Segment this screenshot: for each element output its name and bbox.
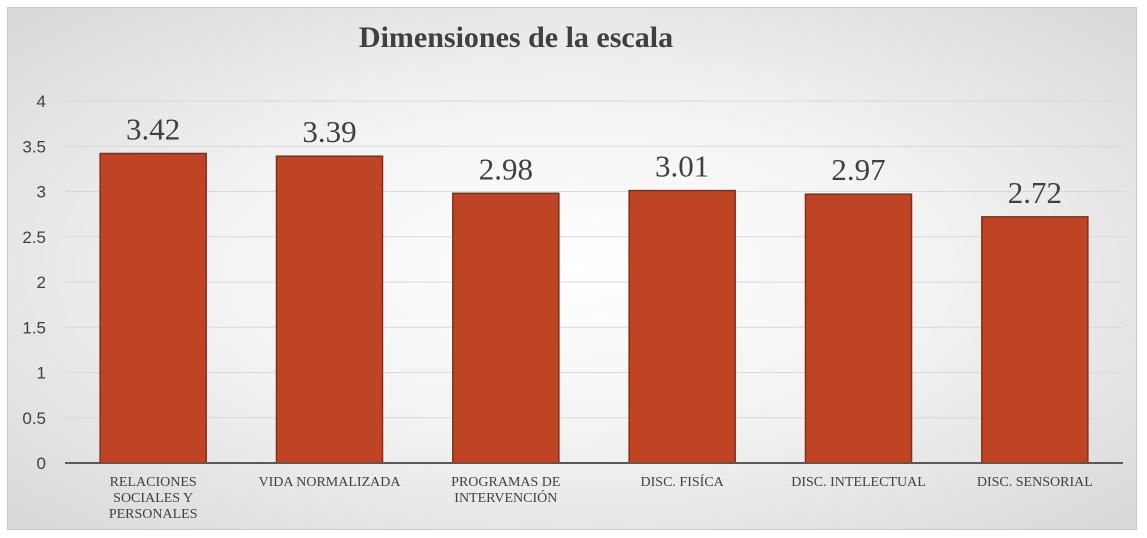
data-label: 2.72 [1008,175,1062,210]
bar [275,155,384,464]
y-axis: 0 0.5 1 1.5 2 2.5 3 3.5 4 [22,92,46,473]
x-tick-label-line: VIDA NORMALIZADA [259,475,402,490]
bar [981,216,1089,464]
x-tick-label: VIDA NORMALIZADA [259,475,402,490]
y-tick-label: 1 [37,364,46,383]
x-tick-label: RELACIONES SOCIALES Y PERSONALES [109,475,198,522]
x-tick-label-line: DISC. SENSORIAL [977,475,1093,490]
x-tick-label-line: SOCIALES Y [113,491,193,506]
y-tick-label: 0.5 [22,409,46,428]
y-tick-label: 2.5 [22,228,46,247]
x-tick-label-line: DISC. FISÍCA [641,473,725,490]
y-tick-label: 3 [37,183,46,202]
x-tick-label: PROGRAMAS DE INTERVENCIÓN [451,475,560,506]
y-tick-label: 3.5 [22,137,46,156]
data-label: 3.39 [302,114,356,149]
bar [804,193,913,464]
x-tick-label-line: DISC. INTELECTUAL [791,475,926,490]
x-axis: RELACIONES SOCIALES Y PERSONALES VIDA NORMA… [109,473,1093,522]
y-tick-label: 4 [37,92,46,111]
bar [628,189,736,464]
data-label: 3.01 [655,149,709,184]
data-label: 3.42 [126,111,180,146]
y-tick-label: 0 [37,454,46,473]
y-tick-label: 2 [37,273,46,292]
data-labels: 3.42 3.39 2.98 3.01 2.97 2.72 [126,111,1062,209]
x-tick-label-line: INTERVENCIÓN [454,489,557,506]
bar [452,192,560,464]
x-tick-label-line: PERSONALES [109,507,198,522]
x-tick-label-line: RELACIONES [110,475,197,490]
x-tick-label-line: PROGRAMAS DE [451,475,560,490]
gridlines [65,100,1123,419]
bar [99,152,207,464]
chart-title: Dimensiones de la escala [359,21,673,54]
y-tick-label: 1.5 [22,318,46,337]
x-tick-label: DISC. SENSORIAL [977,475,1093,490]
data-label: 2.97 [831,152,885,187]
x-tick-label: DISC. FISÍCA [641,473,725,490]
x-tick-label: DISC. INTELECTUAL [791,475,926,490]
bars [99,152,1089,464]
data-label: 2.98 [479,151,533,186]
